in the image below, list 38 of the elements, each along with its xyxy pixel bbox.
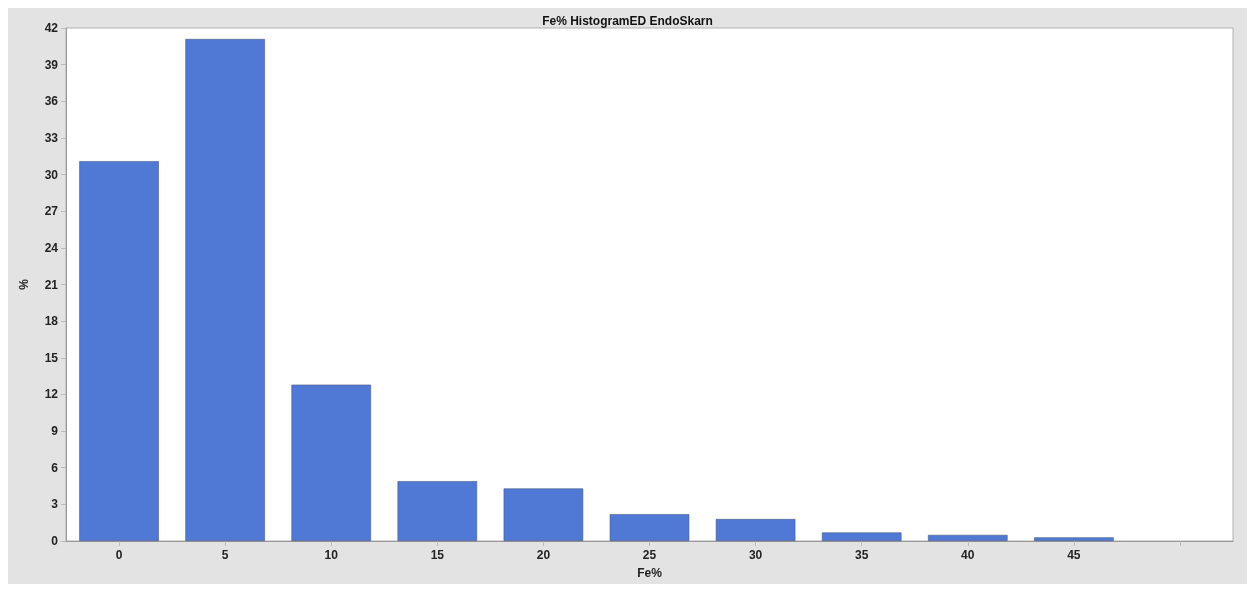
y-tick-label: 15 [44, 350, 59, 365]
y-tick-label: 36 [44, 94, 59, 109]
bar [503, 488, 584, 541]
y-tick-label: 27 [44, 204, 59, 219]
y-tick-label: 6 [51, 460, 59, 475]
y-tick-label: 18 [44, 314, 59, 329]
bar [927, 534, 1008, 541]
x-axis-title: Fe% [637, 566, 663, 580]
x-tick-label: 35 [855, 548, 869, 562]
bar [291, 384, 372, 541]
bar [185, 38, 265, 541]
y-tick-label: 3 [51, 497, 59, 512]
chart-title: Fe% HistogramED EndoSkarn [542, 14, 713, 28]
bar [397, 481, 478, 541]
y-tick-label: 39 [44, 57, 59, 72]
y-tick-label: 12 [44, 387, 59, 402]
bar [79, 161, 159, 541]
x-tick-label: 40 [961, 548, 975, 562]
y-tick-label: 9 [51, 424, 59, 439]
x-tick-label: 20 [536, 548, 551, 562]
y-tick-label: 21 [44, 277, 59, 292]
x-tick-label: 5 [221, 548, 229, 562]
y-tick-label: 42 [44, 21, 59, 35]
x-tick-label: 0 [115, 548, 123, 562]
y-tick-label: 33 [44, 130, 59, 145]
y-tick-label: 0 [51, 534, 59, 548]
x-tick-label: 30 [748, 548, 763, 562]
x-tick-label: 45 [1067, 548, 1081, 562]
y-tick-label: 30 [44, 167, 59, 182]
bar [715, 519, 796, 541]
x-tick-label: 10 [324, 548, 339, 562]
bar [609, 514, 690, 541]
y-tick-label: 24 [44, 240, 59, 255]
bar [1034, 537, 1114, 541]
x-tick-label: 15 [430, 548, 445, 562]
bar [821, 532, 902, 541]
y-axis-title: % [17, 278, 31, 290]
x-tick-label: 25 [642, 548, 657, 562]
